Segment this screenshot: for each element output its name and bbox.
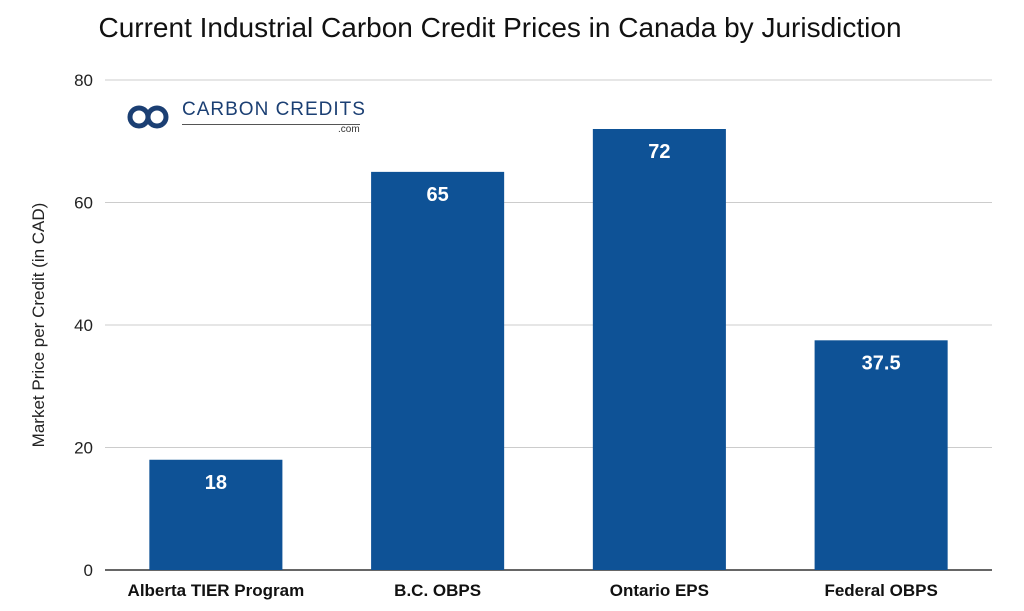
logo-text: CARBON CREDITS: [182, 99, 366, 120]
y-tick-label: 0: [84, 561, 93, 580]
logo-divider: [182, 124, 360, 125]
x-tick-label: Ontario EPS: [610, 581, 709, 600]
logo-subtext: .com: [338, 124, 360, 135]
data-label: 37.5: [862, 352, 901, 374]
x-tick-label: Federal OBPS: [824, 581, 937, 600]
y-axis-label: Market Price per Credit (in CAD): [29, 203, 48, 448]
x-tick-label: Alberta TIER Program: [128, 581, 305, 600]
x-tick-label: B.C. OBPS: [394, 581, 481, 600]
bar: [814, 340, 948, 570]
bar: [371, 171, 505, 570]
y-tick-label: 20: [74, 439, 93, 458]
chart-title: Current Industrial Carbon Credit Prices …: [98, 12, 902, 43]
y-tick-label: 80: [74, 71, 93, 90]
logo-icon: [127, 105, 169, 129]
data-label: 18: [205, 472, 227, 494]
y-tick-label: 40: [74, 316, 93, 335]
y-tick-label: 60: [74, 194, 93, 213]
data-label: 72: [648, 141, 670, 163]
bar: [149, 459, 283, 570]
bar: [592, 129, 726, 570]
data-label: 65: [427, 184, 449, 206]
carbon-credits-logo: CARBON CREDITS .com: [124, 97, 374, 141]
